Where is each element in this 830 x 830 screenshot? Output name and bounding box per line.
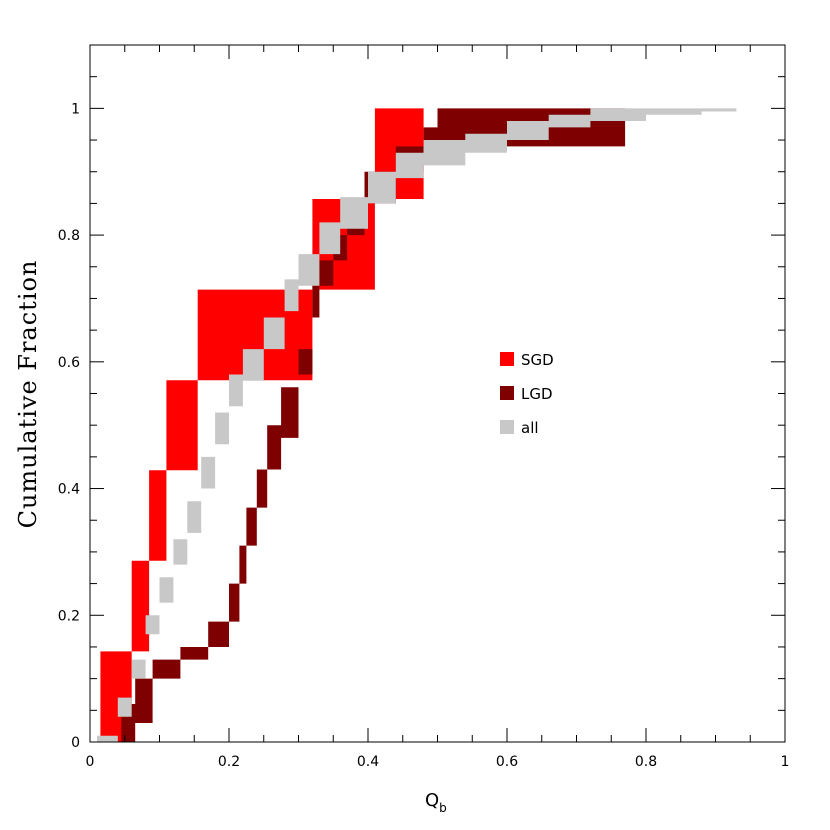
x-tick-label: 1 [781,754,790,770]
y-tick-label: 1 [71,101,80,117]
y-tick-label: 0 [71,735,80,751]
legend-swatch-sgd [500,352,514,366]
plot-series [97,108,786,742]
x-tick-label: 0.2 [218,754,240,770]
y-tick-label: 0.2 [58,608,80,624]
x-axis-title-subscript: b [439,801,447,815]
x-tick-label: 0.4 [357,754,379,770]
y-tick-label: 0.4 [58,482,80,498]
y-tick-label: 0.6 [58,355,80,371]
legend-label-lgd: LGD [521,385,553,403]
axis-tick-labels: 0 0.2 0.4 0.6 0.8 1 0 0.2 0.4 0.6 0.8 1 [58,101,790,770]
legend-swatch-all [500,420,514,434]
axis-ticks [89,44,786,743]
x-tick-label: 0.8 [635,754,657,770]
series-band-sgd [100,108,785,742]
x-axis-title: Qb [425,790,447,815]
x-tick-label: 0.6 [496,754,518,770]
x-tick-label: 0 [86,754,95,770]
legend-label-sgd: SGD [521,351,554,369]
series-band-lgd [110,108,786,742]
y-tick-label: 0.8 [58,228,80,244]
x-axis-title-main: Q [425,790,439,811]
legend-label-all: all [521,419,539,437]
series-band-all [97,108,785,742]
y-axis-title: Cumulative Fraction [14,260,42,529]
legend: SGD LGD all [500,351,554,437]
legend-swatch-lgd [500,386,514,400]
